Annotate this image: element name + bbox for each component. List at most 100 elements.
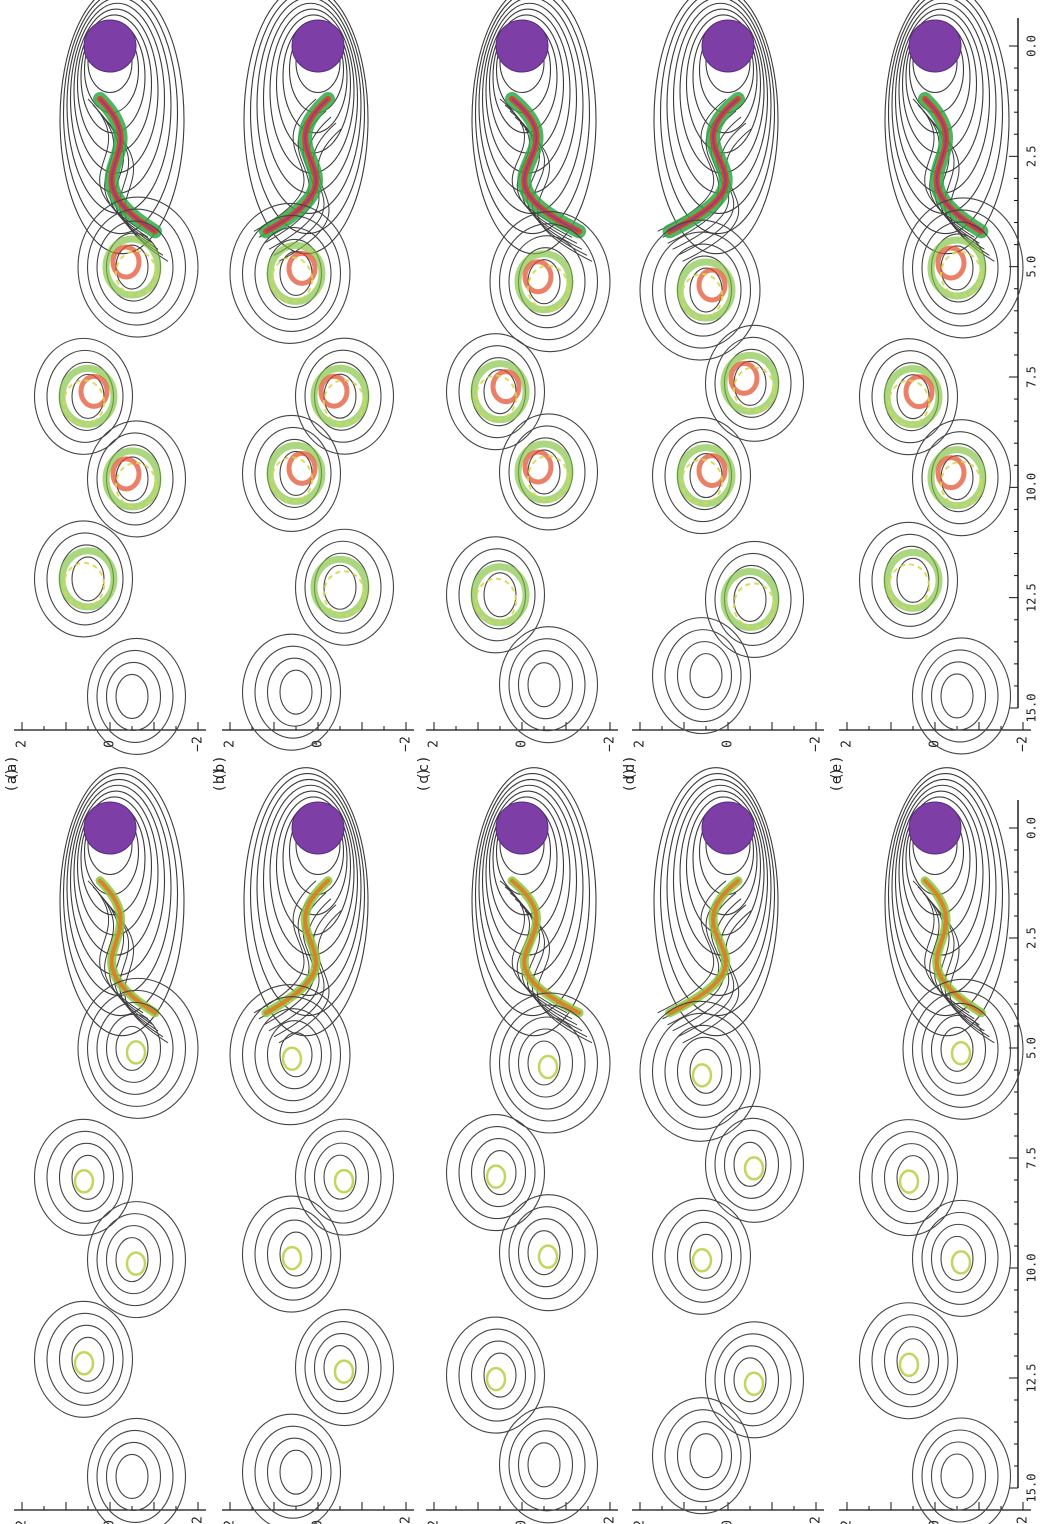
vortex-contour [902,978,1024,1120]
vortex-contour [115,1453,149,1500]
y-tick-label: −2 [603,1516,618,1524]
vortex-contour [871,1314,949,1408]
vortex-contour [508,1016,586,1110]
vortex-contour [858,1302,959,1420]
vortex-contour [704,324,805,442]
vortex-color-core [110,244,142,280]
panel-label: (d) [622,767,638,792]
vortex-contour [517,1218,574,1288]
cylinder [291,19,345,73]
vortex-contour [498,626,599,744]
vortex-contour [871,350,949,444]
vortex-color-band [720,567,780,631]
y-tick-label: −2 [399,1516,414,1524]
vortex-contour [77,977,199,1119]
vortex-color-edge [271,256,313,303]
vortex-contour [445,1316,546,1434]
vortex-color-edge [527,264,569,311]
vortex-color-spot [950,1041,972,1066]
panel-label: (b) [212,767,228,792]
panel-b-right: 2 0 −2 (b) [212,0,414,781]
near-wake-contour [59,0,185,255]
vortex-contour [115,1237,149,1283]
y-tick-label: 2 [840,740,855,748]
cylinder [495,801,549,855]
vortex-color-spot [537,1244,559,1269]
vortex-color-edge [115,250,157,297]
vortex-contour [689,653,723,699]
vortex-contour [676,1036,733,1106]
vortex-contour [241,1195,342,1313]
vortex-contour [445,1114,546,1232]
vortex-color-edge [733,582,775,629]
vortex-color-core [490,369,522,405]
vortex-color-spot [333,1168,355,1194]
near-wake-contour [275,796,352,936]
vortex-contour [911,990,1012,1108]
vortex-contour [294,528,395,646]
vortex-contour [77,196,199,338]
x-tick-label: 10.0 [1025,473,1039,502]
vortex-contour [279,1231,313,1277]
panel-label: (d) [622,755,638,780]
vortex-contour [664,1209,742,1303]
vortex-color-edge [475,374,517,421]
vortex-contour [266,1437,323,1507]
vortex-contour [105,1441,162,1512]
vortex-contour [241,214,342,332]
vortex-contour [279,669,313,715]
vortex-contour [33,337,134,455]
vortex-color-edge [475,577,517,624]
x-tick-label: 5.0 [1025,256,1039,278]
x-tick-label: 15.0 [1025,1474,1039,1503]
vortex-contour [871,1131,949,1225]
vortex-contour [105,1225,162,1295]
vortex-contour [96,649,174,743]
vortex-contour [483,1352,517,1398]
vortex-contour [651,1012,752,1130]
shear-layer-peak [511,98,580,233]
y-tick-label: 2 [633,740,648,748]
vortex-contour [266,1219,323,1289]
vortex-color-edge [940,460,982,507]
y-tick-label: 2 [223,1520,238,1524]
vortex-color-spot [537,1054,559,1080]
vortex-contour [323,1154,357,1200]
vortex-color-band [58,547,118,611]
vortex-color-spot [691,1063,713,1088]
vortex-color-edge [271,456,313,503]
y-tick-label: 0 [311,1520,326,1524]
vortex-contour [489,992,611,1134]
vortex-color-edge [681,273,723,320]
vortex-contour [714,1117,792,1211]
vortex-contour [664,243,742,337]
vortex-contour [313,1333,370,1403]
vortex-color-core [522,449,554,485]
vortex-contour [33,1118,134,1236]
vortex-color-core [696,267,728,303]
y-tick-label: 2 [15,1520,30,1524]
vortex-contour [527,1442,561,1488]
cylinder [83,19,137,73]
shear-layer-contour [524,128,593,262]
vortex-color-core [318,373,350,409]
vortex-contour [940,673,974,719]
vortex-color-spot [950,1250,972,1275]
vortex-color-core [935,455,967,491]
x-tick-label: 12.5 [1025,1364,1039,1393]
vortex-color-edge [63,379,105,426]
vortex-contour [940,1235,974,1281]
vortex-contour [896,1338,930,1384]
vortex-contour [58,1324,115,1394]
panel-label: (a) [4,767,20,792]
near-wake-contour [887,772,1004,1017]
vortex-contour [483,1150,517,1196]
shear-layer-contour [253,880,317,1014]
shear-layer-core [263,878,330,1015]
vortex-contour [470,1340,527,1410]
vortex-color-spot [73,1169,95,1194]
vortex-color-edge [115,461,157,508]
vortex-contour [241,414,342,532]
near-wake-contour [62,0,179,235]
vortex-contour [254,1425,332,1519]
